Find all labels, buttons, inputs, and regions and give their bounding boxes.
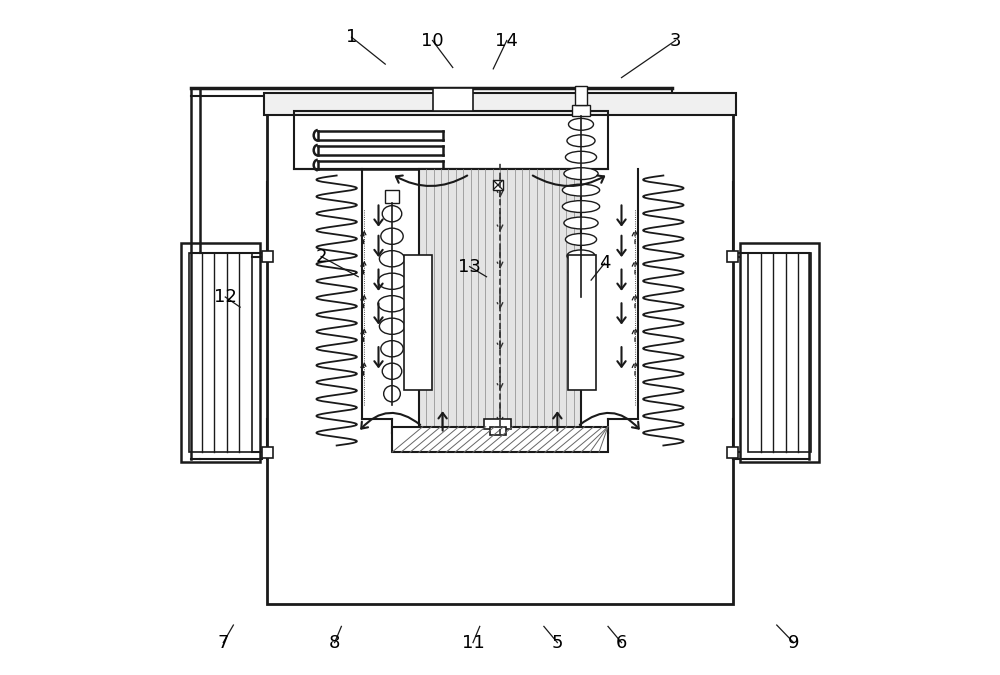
FancyArrowPatch shape: [617, 347, 626, 367]
Text: 14: 14: [495, 32, 518, 49]
FancyArrowPatch shape: [396, 176, 467, 186]
Bar: [727, 251, 738, 262]
Bar: [740, 243, 819, 462]
FancyArrowPatch shape: [617, 269, 626, 289]
Bar: [267, 95, 733, 604]
Bar: [262, 447, 273, 458]
Text: 11: 11: [462, 634, 484, 651]
FancyArrowPatch shape: [374, 269, 383, 289]
Text: 9: 9: [788, 634, 799, 651]
Text: 3: 3: [670, 32, 681, 49]
Bar: [493, 180, 503, 190]
Ellipse shape: [382, 363, 402, 379]
Bar: [572, 105, 590, 116]
Bar: [432, 88, 473, 111]
FancyArrowPatch shape: [617, 303, 626, 323]
Bar: [490, 427, 506, 435]
Ellipse shape: [381, 228, 403, 244]
FancyArrowPatch shape: [617, 236, 626, 255]
Text: 8: 8: [329, 634, 340, 651]
Text: 10: 10: [421, 32, 444, 49]
FancyArrowPatch shape: [361, 413, 420, 429]
Ellipse shape: [379, 318, 405, 334]
Ellipse shape: [378, 273, 406, 290]
Ellipse shape: [565, 234, 597, 245]
Text: 6: 6: [616, 634, 627, 651]
Text: 5: 5: [552, 634, 563, 651]
Ellipse shape: [562, 184, 600, 196]
Text: 2: 2: [315, 248, 327, 265]
Bar: [727, 447, 738, 458]
Bar: [404, 255, 432, 390]
Bar: [189, 253, 252, 452]
Bar: [294, 111, 608, 169]
Ellipse shape: [384, 385, 400, 402]
Bar: [575, 86, 587, 105]
Ellipse shape: [564, 217, 598, 229]
FancyArrowPatch shape: [374, 303, 383, 323]
Ellipse shape: [378, 296, 406, 312]
Ellipse shape: [379, 250, 405, 267]
Ellipse shape: [562, 200, 600, 213]
FancyArrowPatch shape: [580, 413, 639, 429]
FancyArrowPatch shape: [553, 413, 562, 431]
Bar: [568, 255, 596, 390]
FancyArrowPatch shape: [374, 236, 383, 255]
Bar: [392, 427, 608, 452]
FancyArrowPatch shape: [438, 413, 447, 431]
Text: 7: 7: [217, 634, 229, 651]
Bar: [484, 418, 511, 429]
Ellipse shape: [568, 118, 594, 130]
FancyArrowPatch shape: [533, 176, 604, 186]
Bar: [419, 169, 581, 429]
FancyArrowPatch shape: [374, 205, 383, 225]
FancyArrowPatch shape: [374, 347, 383, 367]
Ellipse shape: [567, 250, 595, 262]
Bar: [385, 190, 399, 202]
FancyArrowPatch shape: [617, 205, 626, 225]
Text: 1: 1: [346, 28, 357, 46]
Text: 4: 4: [599, 254, 610, 272]
Ellipse shape: [382, 206, 402, 222]
Text: 12: 12: [214, 288, 237, 306]
Bar: [264, 93, 736, 115]
Bar: [262, 251, 273, 262]
Ellipse shape: [567, 135, 595, 146]
Text: 13: 13: [458, 258, 481, 275]
Bar: [181, 243, 260, 462]
Ellipse shape: [381, 341, 403, 357]
Ellipse shape: [568, 267, 594, 278]
Ellipse shape: [570, 283, 592, 295]
Bar: [748, 253, 810, 452]
Ellipse shape: [564, 168, 598, 180]
Ellipse shape: [565, 151, 597, 163]
